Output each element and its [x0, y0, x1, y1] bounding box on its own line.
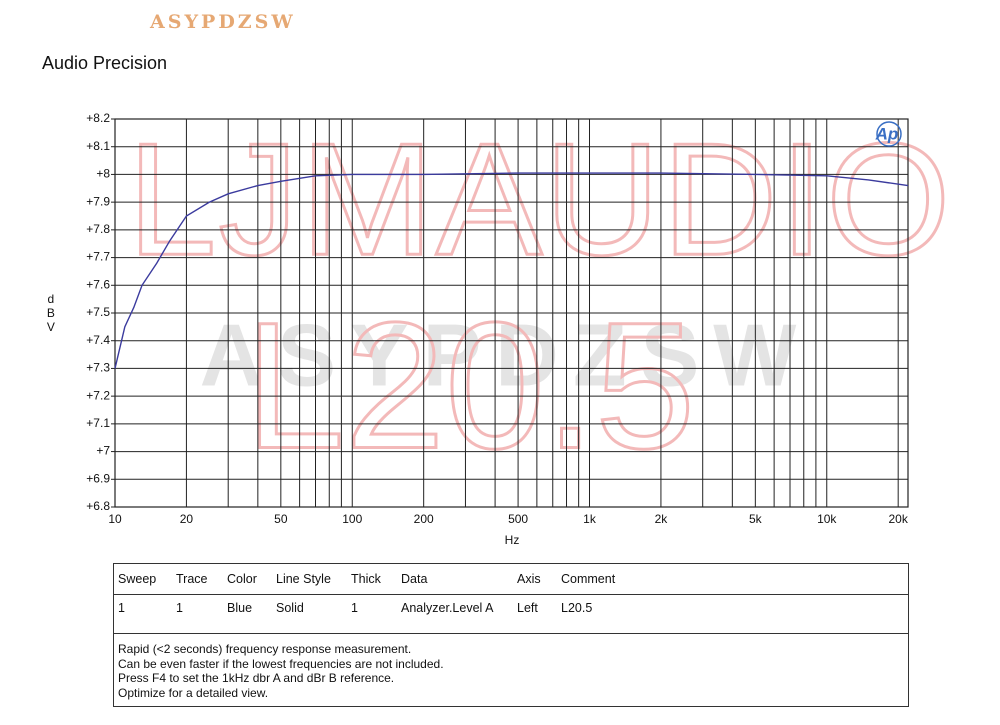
- watermark: ASYPDZSW: [200, 305, 811, 404]
- y-tick-label: +7: [96, 444, 110, 458]
- watermark: LJMAUDIO: [128, 109, 953, 288]
- note-line: Press F4 to set the 1kHz dbr A and dBr B…: [118, 671, 395, 685]
- brand: ASYPDZSW: [149, 11, 296, 33]
- x-tick-label: 20: [180, 512, 194, 526]
- column-header: Comment: [561, 572, 616, 586]
- x-tick-label: 500: [508, 512, 528, 526]
- table-cell: Solid: [276, 601, 304, 615]
- x-tick-label: 1k: [583, 512, 597, 526]
- column-header: Color: [227, 572, 257, 586]
- column-header: Axis: [517, 572, 541, 586]
- watermark: L20.5: [245, 286, 695, 487]
- x-tick-label: 5k: [749, 512, 763, 526]
- y-tick-label: +8: [96, 167, 110, 181]
- x-tick-label: 100: [342, 512, 362, 526]
- y-tick-label: +7.6: [86, 277, 110, 291]
- y-tick-label: +8.2: [86, 111, 110, 125]
- page-title: Audio Precision: [42, 53, 167, 73]
- table-cell: 1: [176, 601, 183, 615]
- y-tick-label: +7.2: [86, 388, 110, 402]
- y-tick-label: +8.1: [86, 139, 110, 153]
- column-header: Sweep: [118, 572, 157, 586]
- plot-frame: [114, 118, 909, 508]
- note-line: Can be even faster if the lowest frequen…: [118, 656, 444, 671]
- table-cell: 1: [351, 601, 358, 615]
- logo-ring: [876, 121, 902, 147]
- x-tick-label: 10: [108, 512, 122, 526]
- table-cell: Left: [517, 601, 538, 615]
- table-row: 1 1 Blue Solid 1 Analyzer.Level A Left L20.5: [114, 595, 908, 634]
- y-axis-label: dBV: [44, 292, 58, 334]
- y-tick-label: +7.7: [86, 250, 110, 264]
- x-tick-label: 50: [274, 512, 288, 526]
- y-tick-label: +7.9: [86, 194, 110, 208]
- y-tick-label: +7.8: [86, 222, 110, 236]
- table-cell: L20.5: [561, 601, 593, 615]
- column-header: Trace: [176, 572, 208, 586]
- y-tick-label: +7.4: [86, 333, 110, 347]
- table-cell: 1: [118, 601, 125, 615]
- table-cell: Analyzer.Level A: [401, 601, 494, 615]
- note-line: Optimize for a detailed view.: [118, 685, 269, 700]
- x-tick-label: 2k: [655, 512, 669, 526]
- column-header: Thick: [351, 572, 381, 586]
- column-header: Data: [401, 572, 428, 586]
- y-tick-label: +7.3: [86, 361, 110, 375]
- x-tick-label: 200: [414, 512, 434, 526]
- y-tick-label: +6.9: [86, 471, 110, 485]
- notes: Rapid (<2 seconds) frequency response me…: [114, 634, 908, 706]
- logo: Ap: [875, 124, 899, 143]
- y-tick-label: +7.5: [86, 305, 110, 319]
- x-tick-label: 20k: [888, 512, 908, 526]
- column-header: Line Style: [276, 572, 331, 586]
- y-tick-label: +6.8: [86, 499, 110, 513]
- y-tick-label: +7.1: [86, 416, 110, 430]
- x-tick-label: 10k: [817, 512, 837, 526]
- x-axis-label: Hz: [505, 533, 520, 547]
- legend-table: Sweep Trace Color Line Style Thick Data Axis Co…: [113, 563, 909, 707]
- table-header: Sweep Trace Color Line Style Thick Data Axis Co…: [114, 564, 908, 595]
- table-cell: Blue: [227, 601, 253, 615]
- note-line: Rapid (<2 seconds) frequency response me…: [118, 642, 412, 656]
- curve: [114, 172, 909, 369]
